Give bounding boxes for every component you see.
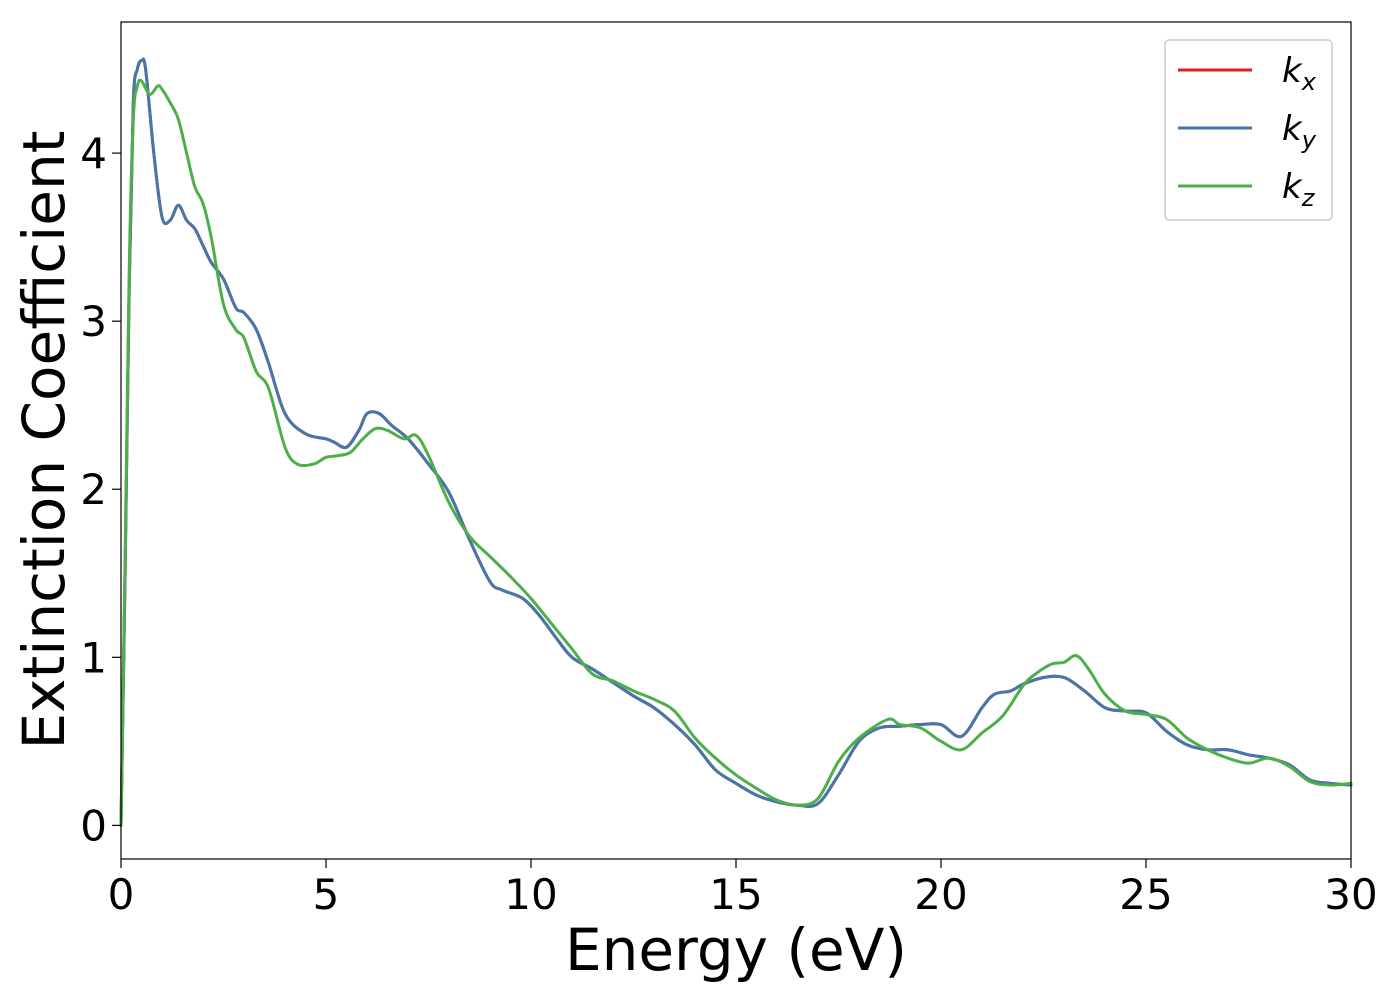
series-line-ky bbox=[119, 57, 1353, 827]
x-tick-label: 30 bbox=[1324, 870, 1377, 919]
x-axis-title: Energy (eV) bbox=[565, 916, 907, 984]
x-tick-label: 10 bbox=[504, 870, 557, 919]
x-tick-label: 0 bbox=[108, 870, 135, 919]
legend-label-kz: kz bbox=[1282, 167, 1316, 212]
x-tick-label: 15 bbox=[709, 870, 762, 919]
x-axis: 0 5 10 15 20 25 30 bbox=[108, 859, 1378, 919]
series-lines bbox=[119, 57, 1353, 827]
series-line-kz bbox=[119, 78, 1353, 827]
y-tick-label: 0 bbox=[80, 801, 107, 850]
plot-area bbox=[121, 22, 1351, 859]
legend-label-ky: ky bbox=[1282, 109, 1317, 154]
y-axis: 0 1 2 3 4 bbox=[80, 129, 121, 850]
x-tick-label: 5 bbox=[313, 870, 340, 919]
y-tick-label: 1 bbox=[80, 633, 107, 682]
legend-box bbox=[1164, 39, 1333, 221]
legend-label-kx: kx bbox=[1282, 51, 1317, 96]
y-axis-title: Extinction Coefficient bbox=[10, 131, 78, 750]
y-tick-label: 2 bbox=[80, 465, 107, 514]
x-tick-label: 20 bbox=[914, 870, 967, 919]
y-tick-label: 3 bbox=[80, 297, 107, 346]
legend: kx ky kz bbox=[1164, 39, 1333, 221]
x-tick-label: 25 bbox=[1119, 870, 1172, 919]
y-tick-label: 4 bbox=[80, 129, 107, 178]
